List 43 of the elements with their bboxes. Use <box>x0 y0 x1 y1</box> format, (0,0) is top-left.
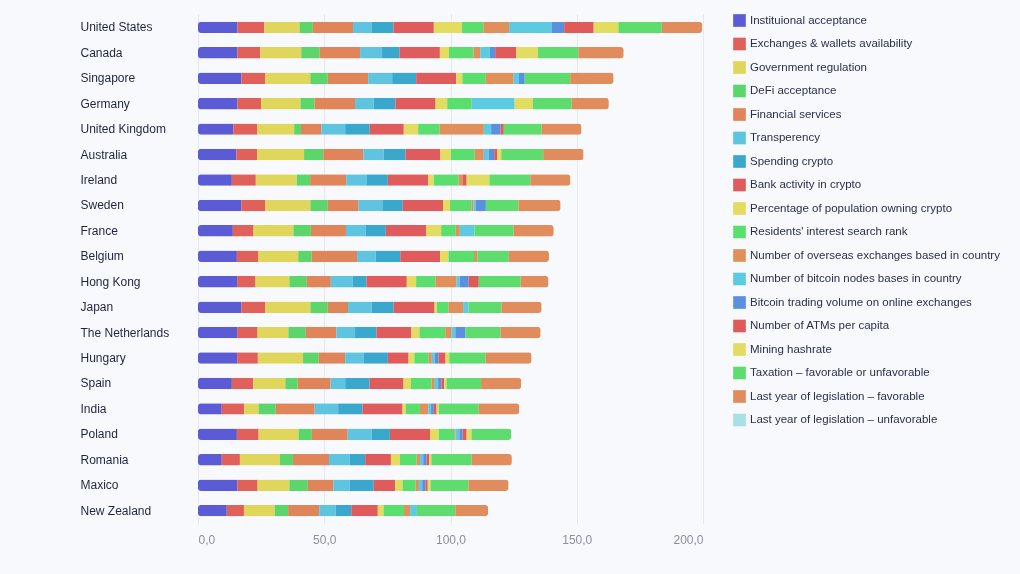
legend-label: DeFi acceptance <box>750 84 837 96</box>
y-tick-label: Romania <box>80 452 129 467</box>
x-tick-label: 200,0 <box>673 532 704 547</box>
x-tick-label: 50,0 <box>313 532 337 547</box>
y-tick-label: The Netherlands <box>80 325 170 340</box>
legend-label: Taxation – favorable or unfavorable <box>750 366 930 378</box>
legend-label: Instituional acceptance <box>750 13 867 26</box>
y-tick-label: Sweden <box>80 198 124 213</box>
y-tick-label: Hong Kong <box>80 274 141 289</box>
y-tick-label: Canada <box>80 45 123 60</box>
legend-label: Transperency <box>750 131 821 143</box>
x-tick-label: 0,0 <box>198 532 216 547</box>
legend-label: Government regulation <box>750 60 867 73</box>
y-tick-label: United Kingdom <box>80 122 166 137</box>
legend-label: Residents' interest search rank <box>750 225 908 237</box>
legend-label: Exchanges & wallets availability <box>750 37 913 49</box>
y-tick-label: Hungary <box>80 351 126 366</box>
legend-label: Number of overseas exchanges based in country <box>750 248 1001 261</box>
y-tick-label: Spain <box>80 376 112 391</box>
legend-label: Percentage of population owning crypto <box>750 201 953 214</box>
y-tick-label: Australia <box>80 147 128 162</box>
legend-label: Number of ATMs per capita <box>750 319 890 331</box>
legend-label: Spending crypto <box>750 154 834 167</box>
y-tick-label: Singapore <box>80 71 136 86</box>
y-tick-label: United States <box>80 20 153 35</box>
x-tick-label: 150,0 <box>562 532 593 547</box>
legend-label: Bitcoin trading volume on online exchanges <box>750 295 973 308</box>
y-tick-label: India <box>80 401 107 416</box>
legend-label: Financial services <box>750 107 842 120</box>
y-tick-label: New Zealand <box>80 503 152 518</box>
y-tick-label: Poland <box>80 427 118 442</box>
y-tick-label: Germany <box>80 96 130 111</box>
legend-label: Bank activity in crypto <box>750 178 862 190</box>
y-tick-label: Maxico <box>80 478 119 493</box>
y-tick-label: France <box>80 223 119 238</box>
x-tick-label: 100,0 <box>435 532 467 547</box>
legend-label: Number of bitcoin nodes bases in country <box>750 272 962 284</box>
y-tick-label: Belgium <box>80 249 124 264</box>
legend-label: Last year of legislation – unfavorable <box>750 413 938 425</box>
y-tick-label: Ireland <box>80 172 118 187</box>
legend-label: Last year of legislation – favorable <box>750 389 925 402</box>
y-tick-label: Japan <box>80 300 114 315</box>
legend-label: Mining hashrate <box>750 342 832 355</box>
